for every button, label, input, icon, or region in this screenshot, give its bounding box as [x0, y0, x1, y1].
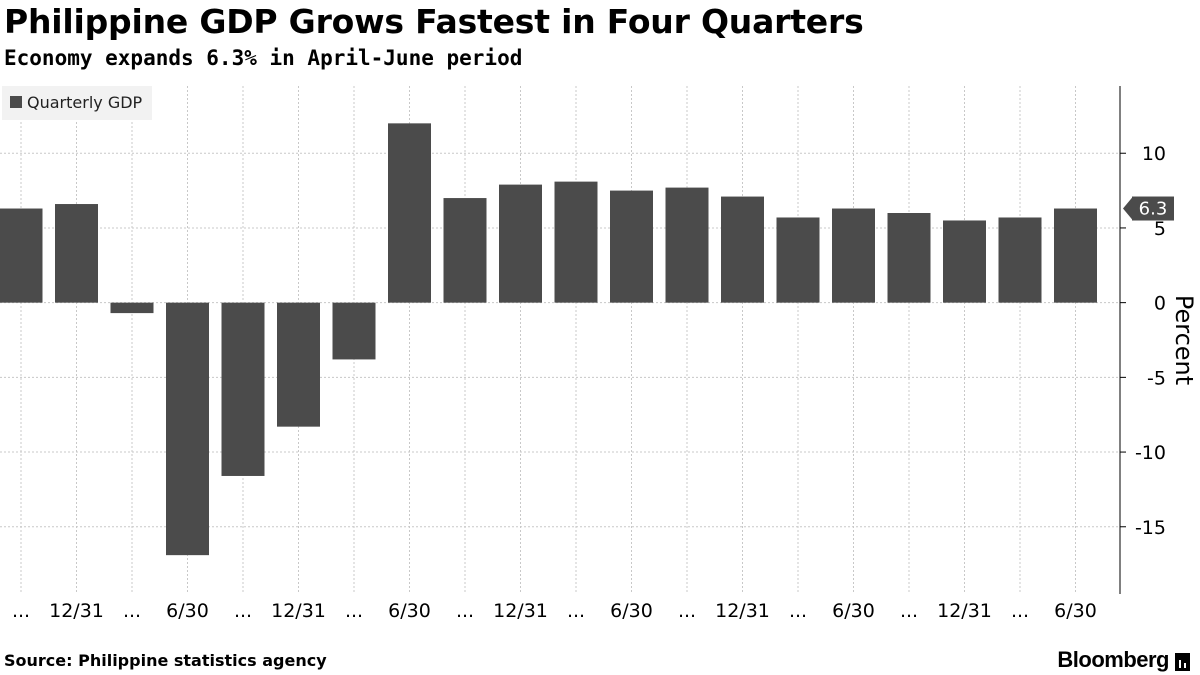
- brand-logo: Bloomberg: [1057, 647, 1190, 673]
- x-tick-label: ...: [456, 600, 474, 622]
- bar: [554, 181, 598, 303]
- bar: [332, 302, 376, 360]
- x-axis-labels: ... 12/31... 6/30... 12/31... 6/30... 12/31..…: [12, 600, 1097, 622]
- y-axis: 10 5 0 -5 -10 -15: [1119, 86, 1166, 594]
- bar: [166, 302, 209, 556]
- last-value-box: [1132, 196, 1174, 221]
- x-tick-label: ...: [678, 600, 696, 622]
- bar: [55, 204, 98, 303]
- bar: [887, 213, 931, 303]
- y-tick-label: -15: [1135, 517, 1166, 539]
- y-axis-title: Percent: [1170, 295, 1198, 385]
- bar: [221, 302, 265, 476]
- x-tick-label: 6/30: [388, 600, 431, 622]
- bar: [998, 217, 1042, 303]
- x-tick-label: 6/30: [832, 600, 875, 622]
- x-tick-label: 6/30: [610, 600, 653, 622]
- y-tick-label: 5: [1154, 218, 1166, 240]
- bar: [610, 190, 653, 303]
- x-tick-label: 12/31: [49, 600, 104, 622]
- x-tick-label: ...: [1011, 600, 1029, 622]
- x-tick-label: 6/30: [166, 600, 209, 622]
- bar: [721, 196, 764, 303]
- chart-subtitle: Economy expands 6.3% in April-June perio…: [4, 46, 523, 70]
- x-tick-label: 12/31: [271, 600, 326, 622]
- legend: Quarterly GDP: [2, 86, 152, 120]
- legend-label: Quarterly GDP: [27, 93, 143, 112]
- bar: [277, 302, 320, 427]
- legend-swatch: [10, 96, 22, 108]
- bars: [0, 123, 1097, 556]
- y-tick-label: 10: [1142, 143, 1166, 165]
- y-tick-label: -10: [1135, 442, 1166, 464]
- x-tick-label: ...: [789, 600, 807, 622]
- last-value-text: 6.3: [1139, 199, 1168, 220]
- x-tick-label: ...: [900, 600, 918, 622]
- chart-title: Philippine GDP Grows Fastest in Four Qua…: [4, 2, 864, 41]
- bar: [499, 184, 542, 303]
- source-note: Source: Philippine statistics agency: [4, 651, 327, 670]
- y-tick-label: 0: [1154, 293, 1166, 315]
- bloomberg-terminal-icon: [1175, 653, 1190, 671]
- legend-box: [2, 86, 152, 120]
- x-tick-label: 6/30: [1054, 600, 1097, 622]
- bar: [0, 208, 43, 303]
- x-tick-label: 12/31: [715, 600, 770, 622]
- last-value-label: 6.3: [1123, 196, 1174, 221]
- x-tick-label: ...: [345, 600, 363, 622]
- bar: [443, 198, 487, 303]
- bar: [832, 208, 875, 303]
- bar: [388, 123, 431, 303]
- bar: [665, 187, 709, 303]
- x-tick-label: ...: [123, 600, 141, 622]
- x-tick-label: ...: [567, 600, 585, 622]
- x-tick-label: 12/31: [937, 600, 992, 622]
- brand-name: Bloomberg: [1057, 647, 1169, 672]
- y-tick-label: -5: [1147, 367, 1166, 389]
- bar: [943, 220, 986, 303]
- x-tick-label: 12/31: [493, 600, 548, 622]
- bar: [776, 217, 820, 303]
- bar: [110, 302, 154, 314]
- bar: [1054, 208, 1097, 303]
- x-tick-label: ...: [12, 600, 30, 622]
- x-tick-label: ...: [234, 600, 252, 622]
- last-value-arrow: [1123, 196, 1133, 221]
